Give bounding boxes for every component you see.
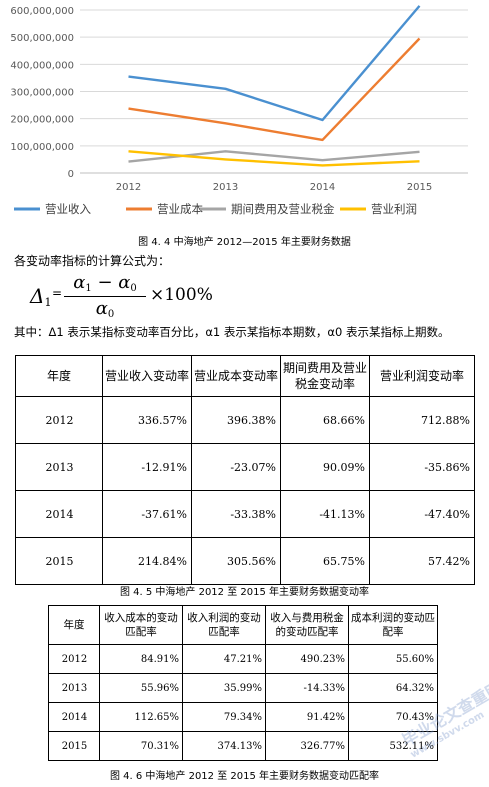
- header-cost-profit: 成本利润的变动匹配率: [348, 605, 438, 645]
- change-rate-formula: Δ1 = α1 − α0 α0 ×100%: [30, 272, 230, 322]
- cell-year: 2013: [15, 443, 103, 491]
- cell-value: 214.84%: [102, 537, 192, 585]
- cell-value: 55.96%: [99, 673, 183, 703]
- cell-value: -23.07%: [191, 443, 281, 491]
- cell-value: 35.99%: [182, 673, 266, 703]
- cell-year: 2014: [15, 490, 103, 538]
- fraction-bar: [64, 296, 146, 297]
- y-tick-label: 100,000,000: [10, 142, 74, 153]
- cell-value: 84.91%: [99, 644, 183, 674]
- cell-value: 64.32%: [348, 673, 438, 703]
- legend-label: 营业利润: [371, 202, 417, 216]
- cell-value: 336.57%: [102, 396, 192, 444]
- table-row: 2015 214.84% 305.56% 65.75% 57.42%: [15, 537, 475, 585]
- cell-value: 532.11%: [348, 731, 438, 761]
- x-tick-label: 2015: [407, 182, 432, 193]
- table-row: 2013 55.96% 35.99% -14.33% 64.32%: [48, 673, 438, 703]
- cell-value: -41.13%: [280, 490, 370, 538]
- header-year: 年度: [48, 605, 100, 645]
- table-row: 2012 336.57% 396.38% 68.66% 712.88%: [15, 396, 475, 444]
- table-row: 2012 84.91% 47.21% 490.23% 55.60%: [48, 644, 438, 674]
- legend-label: 营业成本: [157, 202, 203, 216]
- series-line: [128, 5, 421, 122]
- x-tick-label: 2014: [310, 182, 335, 193]
- table-row: 2014 112.65% 79.34% 91.42% 70.43%: [48, 702, 438, 732]
- cell-value: 396.38%: [191, 396, 281, 444]
- y-tick-label: 0: [68, 169, 74, 180]
- series-line: [128, 150, 420, 167]
- cell-value: 55.60%: [348, 644, 438, 674]
- formula-times-100: ×100%: [150, 285, 213, 305]
- cell-value: 90.09%: [280, 443, 370, 491]
- header-revenue-rate: 营业收入变动率: [102, 355, 192, 397]
- figure-caption-4-4: 图 4. 4 中海地产 2012—2015 年主要财务数据: [138, 237, 351, 248]
- cell-value: 47.21%: [182, 644, 266, 674]
- legend-label: 营业收入: [45, 202, 91, 216]
- header-cost-rate: 营业成本变动率: [191, 355, 281, 397]
- formula-note: 其中：Δ1 表示某指标变动率百分比，α1 表示某指标本期数，α0 表示某指标上期…: [14, 325, 450, 339]
- cell-year: 2012: [15, 396, 103, 444]
- cell-value: 712.88%: [369, 396, 475, 444]
- y-tick-label: 500,000,000: [10, 33, 74, 44]
- change-rate-table: 年度 营业收入变动率 营业成本变动率 期间费用及营业税金变动率 营业利润变动率 …: [15, 355, 475, 585]
- cell-year: 2015: [48, 731, 100, 761]
- table-row: 2014 -37.61% -33.38% -41.13% -47.40%: [15, 490, 475, 538]
- y-tick-label: 200,000,000: [10, 115, 74, 126]
- y-tick-label: 300,000,000: [10, 88, 74, 99]
- legend-label: 期间费用及营业税金: [231, 202, 335, 216]
- x-tick-label: 2013: [213, 182, 238, 193]
- y-tick-label: 400,000,000: [10, 60, 74, 71]
- formula-denominator: α0: [95, 298, 115, 320]
- cell-value: -35.86%: [369, 443, 475, 491]
- cell-value: 305.56%: [191, 537, 281, 585]
- figure-caption-4-6: 图 4. 6 中海地产 2012 至 2015 年主要财务数据变动匹配率: [109, 771, 380, 782]
- cell-value: -37.61%: [102, 490, 192, 538]
- cell-value: 490.23%: [265, 644, 349, 674]
- series-line: [128, 37, 421, 142]
- y-tick-label: 600,000,000: [10, 6, 74, 17]
- cell-year: 2013: [48, 673, 100, 703]
- table-row: 2015 70.31% 374.13% 326.77% 532.11%: [48, 731, 438, 761]
- cell-value: 70.31%: [99, 731, 183, 761]
- cell-value: 91.42%: [265, 702, 349, 732]
- cell-value: 112.65%: [99, 702, 183, 732]
- header-revenue-profit: 收入利润的变动匹配率: [182, 605, 266, 645]
- header-profit-rate: 营业利润变动率: [369, 355, 475, 397]
- cell-year: 2012: [48, 644, 100, 674]
- series-line: [128, 150, 420, 163]
- cell-value: 65.75%: [280, 537, 370, 585]
- header-expense-rate: 期间费用及营业税金变动率: [280, 355, 370, 397]
- formula-intro: 各变动率指标的计算公式为：: [14, 254, 171, 268]
- cell-value: 68.66%: [280, 396, 370, 444]
- figure-caption-4-5: 图 4. 5 中海地产 2012 至 2015 年主要财务数据变动率: [119, 587, 370, 598]
- header-year: 年度: [15, 355, 103, 397]
- header-revenue-expense: 收入与费用税金的变动匹配率: [265, 605, 349, 645]
- match-rate-table: 年度 收入成本的变动匹配率 收入利润的变动匹配率 收入与费用税金的变动匹配率 成…: [48, 605, 438, 761]
- cell-value: 374.13%: [182, 731, 266, 761]
- formula-numerator: α1 − α0: [73, 272, 137, 294]
- header-revenue-cost: 收入成本的变动匹配率: [99, 605, 183, 645]
- cell-year: 2014: [48, 702, 100, 732]
- cell-value: -12.91%: [102, 443, 192, 491]
- chart-svg: 0 100,000,000 200,000,000 300,000,000 400,00…: [10, 5, 468, 216]
- cell-value: 57.42%: [369, 537, 475, 585]
- cell-value: -14.33%: [265, 673, 349, 703]
- cell-year: 2015: [15, 537, 103, 585]
- line-chart: 0 100,000,000 200,000,000 300,000,000 400,00…: [0, 0, 489, 228]
- formula-equals: =: [52, 286, 63, 300]
- x-tick-label: 2012: [116, 182, 141, 193]
- formula-lhs: Δ1: [30, 284, 52, 309]
- table-header-row: 年度 营业收入变动率 营业成本变动率 期间费用及营业税金变动率 营业利润变动率: [15, 355, 475, 397]
- table-header-row: 年度 收入成本的变动匹配率 收入利润的变动匹配率 收入与费用税金的变动匹配率 成…: [48, 605, 438, 645]
- cell-value: 79.34%: [182, 702, 266, 732]
- cell-value: 326.77%: [265, 731, 349, 761]
- table-row: 2013 -12.91% -23.07% 90.09% -35.86%: [15, 443, 475, 491]
- cell-value: 70.43%: [348, 702, 438, 732]
- cell-value: -33.38%: [191, 490, 281, 538]
- cell-value: -47.40%: [369, 490, 475, 538]
